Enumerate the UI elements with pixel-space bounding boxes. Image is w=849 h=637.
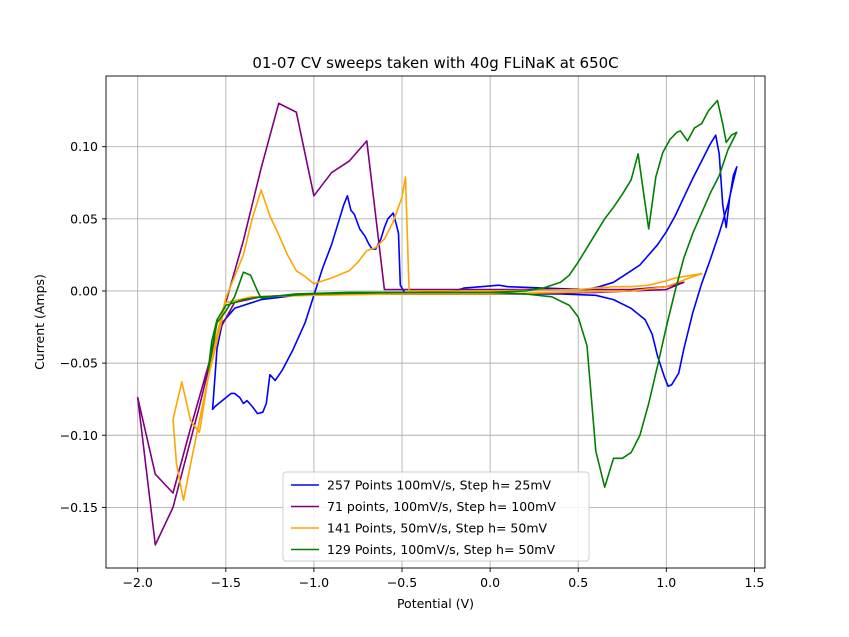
x-tick-label: −2.0 — [123, 575, 153, 590]
legend-label-4: 129 Points, 100mV/s, Step h= 50mV — [327, 542, 555, 557]
x-tick-label: −1.5 — [211, 575, 241, 590]
legend-label-3: 141 Points, 50mV/s, Step h= 50mV — [327, 521, 548, 536]
series-line-3 — [172, 176, 703, 502]
legend-label-1: 257 Points 100mV/s, Step h= 25mV — [327, 478, 551, 493]
y-tick-label: 0.05 — [70, 211, 98, 226]
x-tick-label: 1.0 — [656, 575, 676, 590]
axis-ticks: −2.0 −1.5 −1.0 −0.5 0.0 0.5 1.0 1.5 −0.15 −0.10 −0… — [60, 139, 765, 590]
chart-title: 01-07 CV sweeps taken with 40g FLiNaK at… — [252, 54, 618, 72]
y-tick-label: −0.15 — [60, 500, 98, 515]
x-tick-label: 0.0 — [480, 575, 500, 590]
legend-box — [282, 471, 590, 562]
y-axis-label: Current (Amps) — [32, 274, 47, 370]
y-tick-label: −0.10 — [60, 428, 98, 443]
y-tick-label: 0.10 — [70, 139, 98, 154]
legend: 257 Points 100mV/s, Step h= 25mV 71 point… — [282, 471, 590, 562]
series-line-4 — [207, 99, 738, 489]
grid — [106, 76, 765, 568]
series-lines — [136, 99, 738, 546]
x-tick-label: 1.5 — [744, 575, 764, 590]
plot-frame — [105, 75, 766, 569]
y-tick-label: −0.05 — [60, 356, 98, 371]
x-tick-label: 0.5 — [568, 575, 588, 590]
x-tick-label: −0.5 — [387, 575, 417, 590]
x-tick-label: −1.0 — [299, 575, 329, 590]
x-axis-label: Potential (V) — [397, 596, 474, 611]
series-line-1 — [211, 134, 738, 415]
y-tick-label: 0.00 — [70, 283, 98, 298]
legend-label-2: 71 points, 100mV/s, Step h= 100mV — [327, 499, 556, 514]
